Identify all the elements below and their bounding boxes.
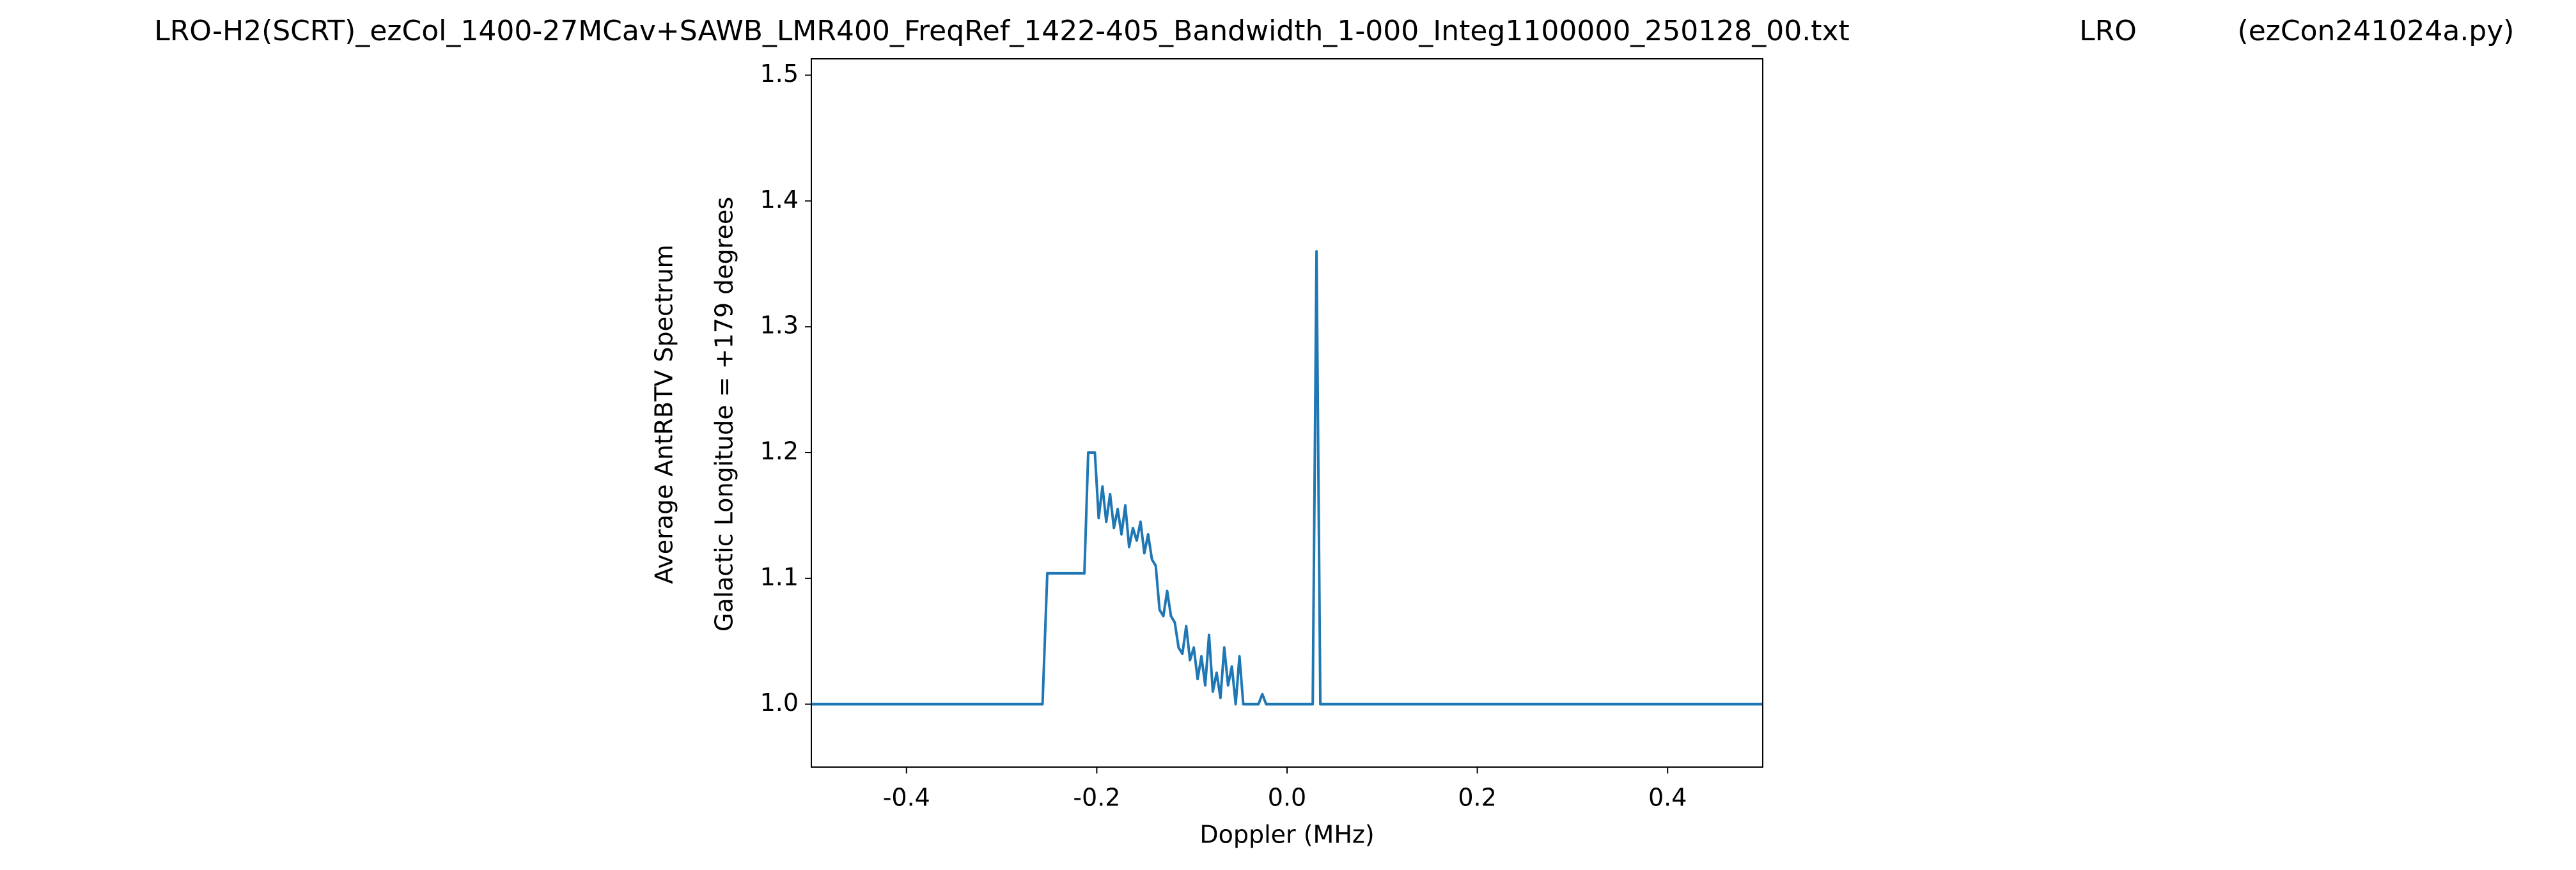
site-label: LRO xyxy=(2079,15,2137,47)
y-tick-label: 1.4 xyxy=(760,185,799,214)
plot-frame xyxy=(811,58,1763,768)
x-tick-label: 0.0 xyxy=(1268,784,1306,812)
y-tick-label: 1.3 xyxy=(760,311,799,339)
y-tick-label: 1.0 xyxy=(760,688,799,717)
chart-title: LRO-H2(SCRT)_ezCol_1400-27MCav+SAWB_LMR4… xyxy=(154,15,1850,47)
x-tick-label: 0.4 xyxy=(1648,784,1687,812)
y-tick-label: 1.2 xyxy=(760,437,799,465)
data-line xyxy=(811,250,1763,706)
x-tick-label: -0.2 xyxy=(1073,784,1120,812)
program-label: (ezCon241024a.py) xyxy=(2238,15,2515,47)
x-tick-label: -0.4 xyxy=(883,784,930,812)
y-tick-label: 1.5 xyxy=(760,59,799,88)
y-axis-label: Average AntRBTV Spectrum xyxy=(650,245,678,584)
x-tick-label: 0.2 xyxy=(1458,784,1496,812)
y-axis-label: Galactic Longitude = +179 degrees xyxy=(710,197,738,632)
x-axis-label: Doppler (MHz) xyxy=(1199,821,1374,849)
y-tick-label: 1.1 xyxy=(760,563,799,591)
